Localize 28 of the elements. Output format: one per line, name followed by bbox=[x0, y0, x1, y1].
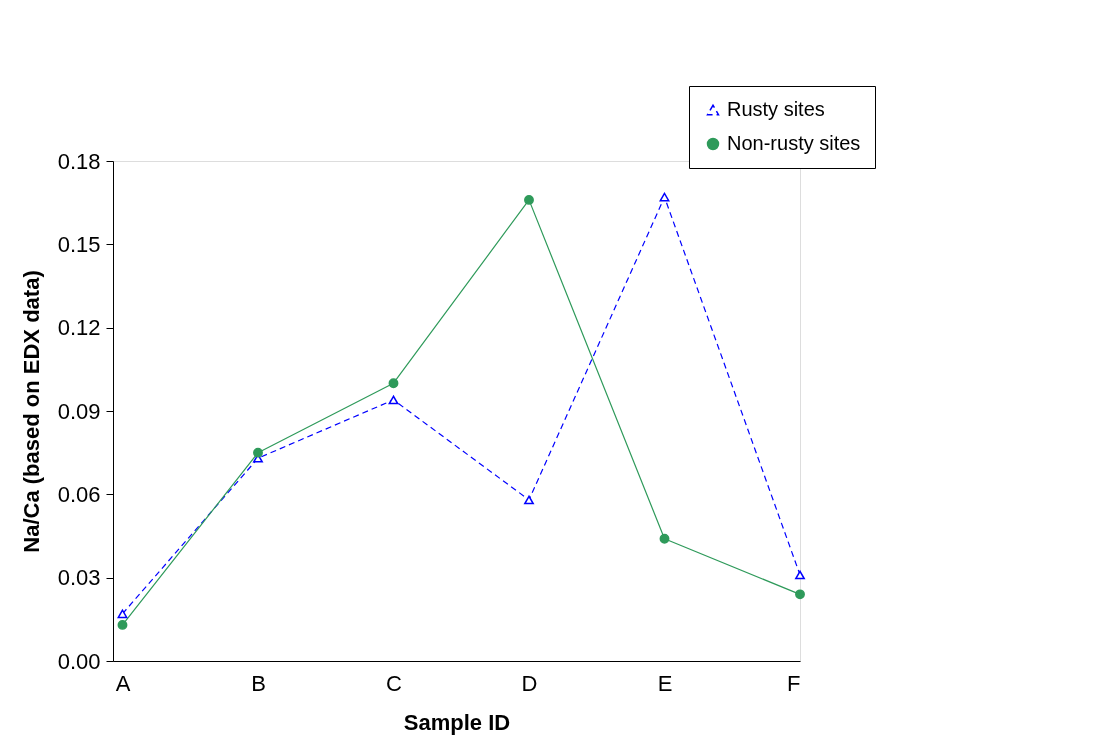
point bbox=[388, 378, 399, 389]
y-tick-label: 0.06 bbox=[57, 481, 101, 507]
legend-label: Rusty sites bbox=[727, 98, 825, 120]
x-tick-label: F bbox=[787, 670, 801, 696]
legend-label: Non-rusty sites bbox=[727, 132, 861, 154]
point bbox=[795, 570, 805, 580]
y-tick-label: 0.15 bbox=[57, 231, 101, 257]
x-tick-label: B bbox=[251, 670, 266, 696]
x-tick-label: E bbox=[657, 670, 673, 696]
y-axis-title: Na/Ca (based on EDX data) bbox=[18, 270, 44, 553]
point bbox=[524, 495, 534, 505]
x-tick-label: D bbox=[521, 670, 538, 696]
point bbox=[117, 609, 128, 619]
y-tick-label: 0.12 bbox=[57, 315, 101, 341]
point bbox=[524, 194, 534, 205]
x-tick-label: A bbox=[115, 670, 131, 696]
point bbox=[795, 589, 805, 600]
point bbox=[388, 395, 399, 405]
point bbox=[117, 619, 128, 630]
point bbox=[253, 447, 263, 458]
point bbox=[659, 533, 670, 544]
y-tick-label: 0.00 bbox=[57, 648, 101, 674]
y-tick-label: 0.18 bbox=[57, 148, 101, 174]
x-axis-title: Sample ID bbox=[403, 709, 511, 735]
y-tick-label: 0.09 bbox=[57, 398, 101, 424]
point bbox=[659, 192, 670, 202]
x-tick-label: C bbox=[386, 670, 403, 696]
y-tick-label: 0.03 bbox=[57, 565, 101, 591]
